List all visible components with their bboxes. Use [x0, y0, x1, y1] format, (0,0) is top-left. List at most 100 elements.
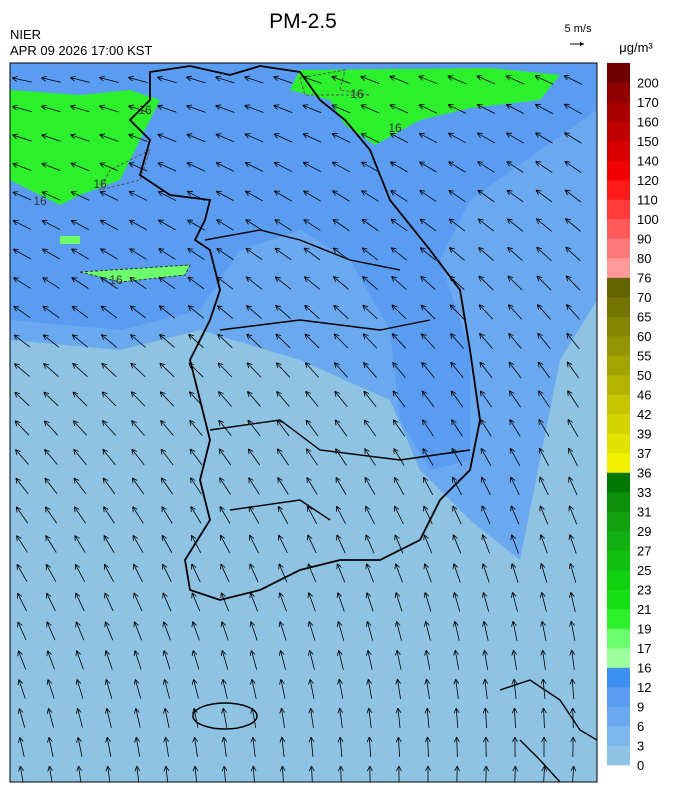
wind-arrow	[389, 75, 409, 85]
wind-arrow	[133, 563, 143, 583]
wind-arrow	[218, 419, 232, 437]
wind-arrow	[364, 448, 376, 466]
wind-arrow	[537, 361, 551, 379]
wind-arrow	[307, 563, 317, 583]
wind-arrow	[510, 592, 518, 612]
wind-arrow	[306, 477, 318, 495]
wind-arrow	[161, 506, 173, 524]
colorbar-swatch	[607, 336, 630, 356]
wind-arrow	[304, 304, 320, 319]
wind-arrow	[422, 448, 434, 466]
wind-arrow	[335, 477, 347, 495]
wind-arrow	[337, 765, 344, 782]
wind-arrow	[244, 190, 263, 202]
wind-arrow	[424, 649, 431, 670]
wind-arrow	[540, 649, 547, 670]
wind-arrow	[14, 420, 30, 436]
wind-arrow	[162, 679, 170, 699]
wind-arrow	[17, 650, 27, 670]
wind-arrow	[453, 678, 460, 699]
wind-arrow	[189, 448, 203, 466]
wind-arrow	[392, 390, 406, 408]
wind-arrow	[360, 133, 380, 143]
wind-arrow	[191, 563, 201, 583]
wind-arrow	[100, 248, 118, 260]
colorbar-swatch	[607, 316, 630, 337]
wind-arrow	[482, 649, 489, 670]
wind-arrow	[480, 419, 492, 437]
wind-arrow	[105, 708, 112, 728]
wind-arrow	[71, 334, 89, 348]
wind-arrow	[534, 75, 554, 85]
wind-arrow	[247, 448, 261, 466]
wind-arrow	[163, 707, 170, 728]
wind-arrow	[128, 219, 147, 231]
wind-arrow	[133, 592, 143, 612]
colorbar-swatch	[607, 570, 630, 590]
wind-arrow	[419, 190, 437, 202]
wind-arrow	[449, 304, 465, 320]
wind-arrow	[478, 247, 494, 261]
wind-arrow	[538, 447, 550, 467]
map	[10, 63, 597, 782]
wind-arrow	[278, 621, 287, 641]
wind-arrow	[540, 707, 547, 729]
zone-green-n	[290, 68, 560, 145]
wind-arrow	[13, 277, 31, 289]
province-border	[204, 229, 471, 521]
wind-arrow	[536, 275, 552, 291]
wind-arrow	[566, 361, 580, 379]
wind-arrow	[452, 505, 462, 525]
wind-arrow	[512, 736, 518, 758]
wind-arrow	[17, 592, 27, 612]
wind-arrow	[132, 506, 144, 524]
wind-arrow	[219, 534, 230, 554]
wind-arrow	[362, 304, 378, 320]
map-frame	[9, 62, 598, 783]
wind-arrow	[423, 592, 432, 612]
wind-arrow	[41, 220, 61, 230]
wind-arrow	[216, 247, 234, 260]
wind-arrow	[511, 707, 518, 729]
wind-arrow	[541, 736, 547, 758]
wind-arrow	[42, 334, 60, 348]
wind-arrow	[308, 707, 315, 728]
wind-arrow	[539, 563, 548, 583]
wind-arrow	[395, 649, 402, 670]
wind-arrow	[307, 592, 316, 612]
wind-arrow	[363, 362, 377, 378]
wind-arrow	[273, 162, 293, 172]
wind-arrow	[13, 305, 31, 319]
wind-arrow	[249, 563, 259, 583]
wind-arrow	[564, 160, 582, 173]
wind-arrow	[448, 247, 465, 261]
wind-arrow	[541, 765, 548, 782]
wind-arrow	[511, 678, 518, 699]
wind-arrow	[130, 362, 146, 378]
colorbar-label: 19	[637, 622, 651, 637]
wind-arrow	[364, 476, 376, 495]
wind-arrow	[75, 621, 85, 641]
wind-arrow	[476, 104, 496, 114]
wind-arrow	[366, 678, 373, 699]
wind-arrow	[73, 477, 87, 495]
wind-arrow	[46, 708, 54, 728]
wind-arrow	[278, 592, 287, 612]
colorbar-swatch	[607, 238, 630, 259]
wind-arrow	[16, 563, 28, 582]
wind-arrow	[14, 363, 30, 377]
colorbar-swatch	[607, 199, 630, 220]
wind-arrow	[100, 305, 118, 319]
wind-arrow	[306, 505, 318, 525]
wind-arrow	[71, 248, 89, 260]
wind-arrow	[482, 620, 489, 641]
wind-arrow	[331, 133, 351, 143]
wind-arrow	[360, 161, 379, 173]
wind-arrow	[279, 765, 286, 782]
wind-arrow	[302, 133, 322, 143]
wind-arrow	[18, 765, 24, 782]
wind-arrow	[391, 304, 407, 320]
wind-arrow	[70, 219, 90, 231]
wind-arrow	[128, 75, 148, 83]
wind-arrow	[334, 390, 348, 408]
